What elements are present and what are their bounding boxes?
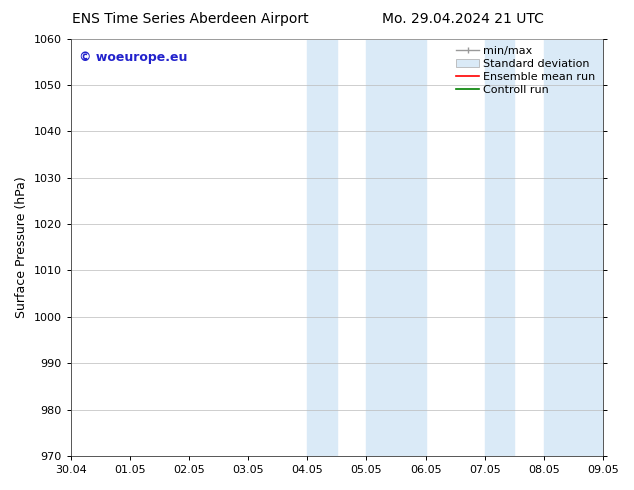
Bar: [307, 39, 337, 456]
Y-axis label: Surface Pressure (hPa): Surface Pressure (hPa): [15, 176, 28, 318]
Text: ENS Time Series Aberdeen Airport: ENS Time Series Aberdeen Airport: [72, 12, 309, 26]
Bar: [544, 39, 603, 456]
Text: Mo. 29.04.2024 21 UTC: Mo. 29.04.2024 21 UTC: [382, 12, 544, 26]
Legend: min/max, Standard deviation, Ensemble mean run, Controll run: min/max, Standard deviation, Ensemble me…: [454, 44, 598, 97]
Bar: [485, 39, 514, 456]
Bar: [366, 39, 425, 456]
Text: © woeurope.eu: © woeurope.eu: [79, 51, 187, 64]
